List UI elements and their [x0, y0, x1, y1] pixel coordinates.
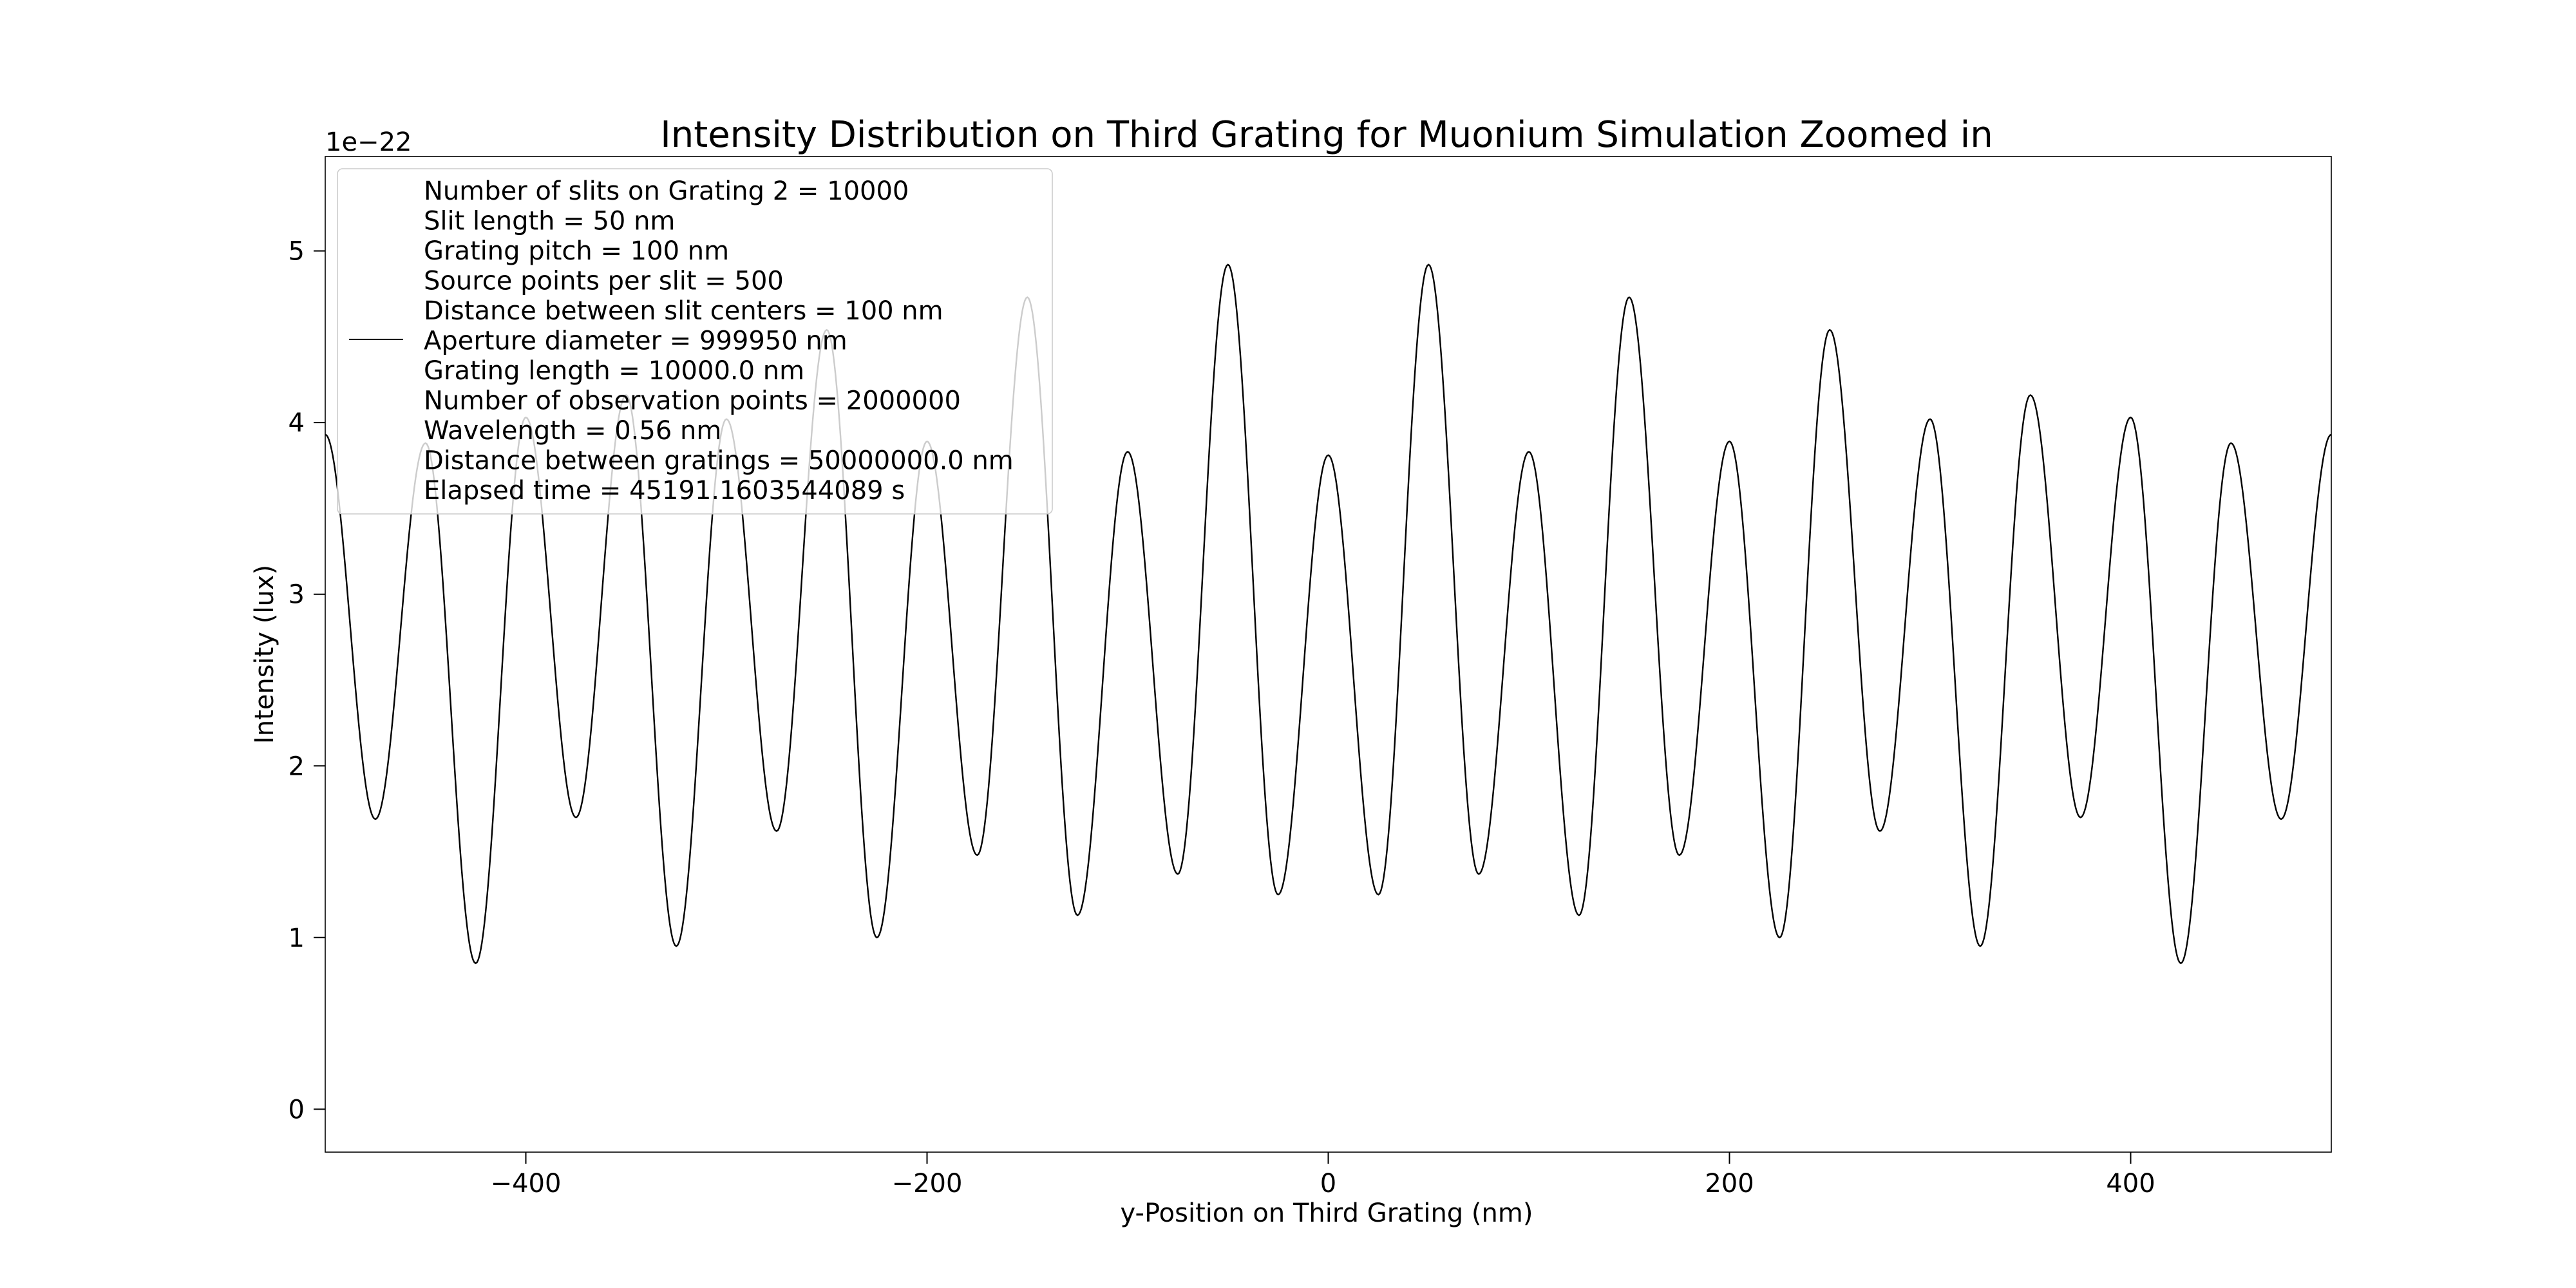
chart-title: Intensity Distribution on Third Grating … [660, 114, 1993, 156]
x-tick-label: 400 [2106, 1169, 2155, 1198]
legend-line: Distance between slit centers = 100 nm [424, 296, 943, 326]
y-tick-label: 4 [289, 408, 305, 438]
y-tick-label: 3 [289, 580, 305, 610]
y-tick-label: 2 [289, 752, 305, 781]
legend: Number of slits on Grating 2 = 10000 Slit… [337, 168, 1053, 515]
y-tick-label: 5 [289, 237, 305, 267]
legend-line: Number of slits on Grating 2 = 10000 [424, 176, 909, 206]
y-offset-label: 1e−22 [325, 128, 412, 157]
legend-line: Wavelength = 0.56 nm [424, 416, 721, 446]
y-tick-label: 0 [289, 1095, 305, 1124]
legend-line: Elapsed time = 45191.1603544089 s [424, 476, 905, 506]
x-tick-label: −400 [491, 1169, 562, 1198]
legend-line: Source points per slit = 500 [424, 267, 784, 296]
y-tick-label: 1 [289, 923, 305, 953]
legend-line: Number of observation points = 2000000 [424, 386, 961, 416]
legend-line: Aperture diameter = 999950 nm [424, 327, 848, 356]
x-axis: −400 −200 0 200 400 [491, 1152, 2155, 1198]
x-tick-label: 0 [1320, 1169, 1336, 1198]
legend-line: Slit length = 50 nm [424, 207, 675, 236]
legend-box [337, 168, 1053, 515]
series-line [325, 263, 2332, 965]
line-layer [325, 263, 2332, 965]
legend-line: Grating length = 10000.0 nm [424, 356, 804, 386]
x-tick-label: −200 [892, 1169, 963, 1198]
legend-line: Grating pitch = 100 nm [424, 236, 729, 266]
x-axis-title: y-Position on Third Grating (nm) [1121, 1198, 1533, 1228]
x-tick-label: 200 [1705, 1169, 1754, 1198]
legend-label: Number of slits on Grating 2 = 10000 Slit… [424, 176, 1014, 506]
legend-line: Distance between gratings = 50000000.0 n… [424, 446, 1014, 476]
y-axis-title: Intensity (lux) [250, 565, 279, 744]
y-axis: 0 1 2 3 4 5 [289, 237, 325, 1124]
